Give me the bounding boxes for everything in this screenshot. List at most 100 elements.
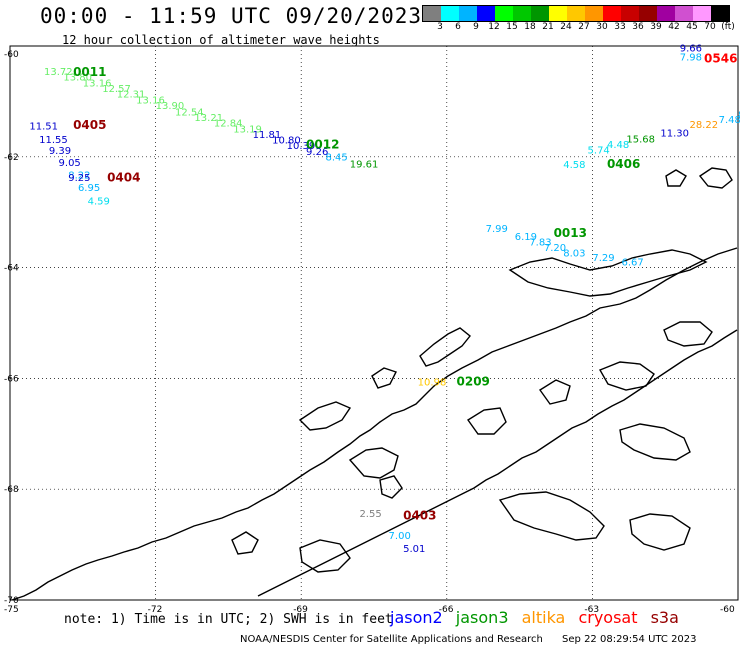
wave-height-value: 6.95	[78, 183, 100, 194]
color-swatch	[459, 6, 477, 21]
wave-height-value: 12.31	[117, 90, 146, 101]
wave-height-value: 11.51	[29, 122, 58, 133]
island-16	[299, 539, 351, 573]
wave-height-value: 13.72	[44, 67, 73, 78]
wave-height-value: 10.80	[272, 136, 301, 147]
wave-height-value: 8.45	[325, 153, 347, 164]
legend-altika: altika	[521, 608, 566, 627]
wave-height-value: 7.83	[529, 237, 551, 248]
wave-height-observations: 13.7213.8013.1612.5712.3113.1613.9012.54…	[29, 44, 740, 555]
color-scale-bar	[422, 5, 730, 22]
color-scale-label: 9	[473, 22, 479, 32]
footer: NOAA/NESDIS Center for Satellite Applica…	[240, 634, 697, 645]
wave-height-value: 8.03	[563, 249, 585, 260]
longitude-tick-label: -60	[720, 605, 735, 615]
island-5	[348, 447, 399, 479]
longitude-tick-label: -69	[293, 605, 308, 615]
color-swatch	[585, 6, 603, 21]
map-subtitle: 12 hour collection of altimeter wave hei…	[62, 33, 380, 47]
color-swatch	[513, 6, 531, 21]
wave-height-value: 9.26	[306, 147, 328, 158]
wave-height-value: 12.84	[214, 118, 243, 129]
coastline	[11, 167, 738, 601]
wave-height-value: 9.05	[59, 158, 81, 169]
footer-source: NOAA/NESDIS Center for Satellite Applica…	[240, 634, 543, 645]
longitude-tick-label: -66	[439, 605, 454, 615]
island-14	[619, 423, 691, 461]
color-swatch	[423, 6, 441, 21]
pass-time-label: 0209	[457, 375, 490, 389]
wave-height-value: 8.22	[68, 170, 90, 181]
color-swatch	[441, 6, 459, 21]
pass-time-label: 0546	[704, 52, 737, 66]
wave-height-value: 13.16	[136, 96, 165, 107]
pass-time-label: 0011	[73, 65, 106, 79]
map-title: 00:00 - 11:59 UTC 09/20/2023	[40, 4, 423, 28]
wave-height-value: 13.19	[233, 124, 262, 135]
color-swatch	[603, 6, 621, 21]
color-scale-label: 24	[560, 22, 572, 32]
map-note: note: 1) Time is in UTC; 2) SWH is in fe…	[64, 612, 393, 627]
wave-height-value: 5.01	[403, 544, 425, 555]
color-scale-label: 6	[455, 22, 461, 32]
color-swatch	[693, 6, 711, 21]
island-1	[508, 249, 708, 297]
island-6	[379, 475, 403, 499]
wave-height-value: 4.59	[88, 196, 110, 207]
wave-height-value: 7.99	[486, 224, 508, 235]
island-3	[371, 367, 397, 389]
satellite-legend: jason2 jason3 altika cryosat s3a	[390, 608, 687, 627]
wave-height-value: 9.66	[680, 44, 702, 55]
color-scale-label: 15	[506, 22, 518, 32]
wave-height-value: 9.25	[68, 173, 90, 184]
pass-time-label: 0013	[554, 226, 587, 240]
wave-height-value: 7.20	[544, 243, 566, 254]
footer-timestamp: Sep 22 08:29:54 UTC 2023	[562, 634, 697, 645]
wave-height-value: 5.74	[588, 145, 610, 156]
island-4	[298, 401, 352, 431]
island-17	[231, 531, 259, 555]
graticule: -60 -62 -64 -66 -68 -70-75 -72 -69 -66 -63 -60	[4, 46, 738, 615]
pass-time-label: 0406	[607, 157, 640, 171]
wave-height-value: 13.16	[83, 78, 112, 89]
longitude-tick-label: -75	[4, 605, 19, 615]
wave-height-value: 7.00	[389, 531, 411, 542]
island-2	[419, 327, 471, 367]
color-scale-label: 27	[578, 22, 590, 32]
legend-cryosat: cryosat	[578, 608, 638, 627]
wave-height-value: 12.57	[102, 84, 131, 95]
wave-height-value: 11.81	[253, 130, 282, 141]
wave-height-value: 13.21	[194, 113, 223, 124]
pass-time-label: 0012	[306, 137, 339, 151]
color-swatch	[657, 6, 675, 21]
color-scale-label: 18	[524, 22, 536, 32]
wave-height-value: 11.30	[660, 128, 689, 139]
legend-jason2: jason2	[390, 608, 443, 627]
island-9	[538, 379, 571, 405]
island-8	[466, 407, 507, 435]
latitude-tick-label: -68	[4, 485, 19, 495]
color-swatch	[549, 6, 567, 21]
pass-time-label: 0404	[107, 171, 140, 185]
latitude-tick-label: -60	[4, 50, 19, 60]
wave-height-value: 28.22	[689, 120, 718, 131]
wave-height-value: 11.55	[39, 135, 68, 146]
peninsula-east-coast	[257, 329, 738, 597]
color-swatch	[531, 6, 549, 21]
wave-height-value: 6.19	[515, 232, 537, 243]
wave-height-value: 7.48	[719, 115, 740, 126]
color-scale-label: (ft)	[721, 22, 735, 32]
wave-height-value: 19.61	[350, 159, 379, 170]
color-scale-label: 39	[650, 22, 662, 32]
island-12	[698, 167, 733, 189]
wave-height-value: 4.48	[607, 140, 629, 151]
wave-height-value: 10.39	[287, 141, 316, 152]
color-scale-label: 12	[488, 22, 500, 32]
wave-height-value: 9.39	[49, 146, 71, 157]
wave-height-value: 8.1	[738, 110, 740, 121]
wave-height-value: 10.98	[418, 378, 447, 389]
wave-height-value: 7.98	[680, 52, 702, 63]
color-swatch	[477, 6, 495, 21]
wave-height-value: 13.90	[156, 101, 185, 112]
